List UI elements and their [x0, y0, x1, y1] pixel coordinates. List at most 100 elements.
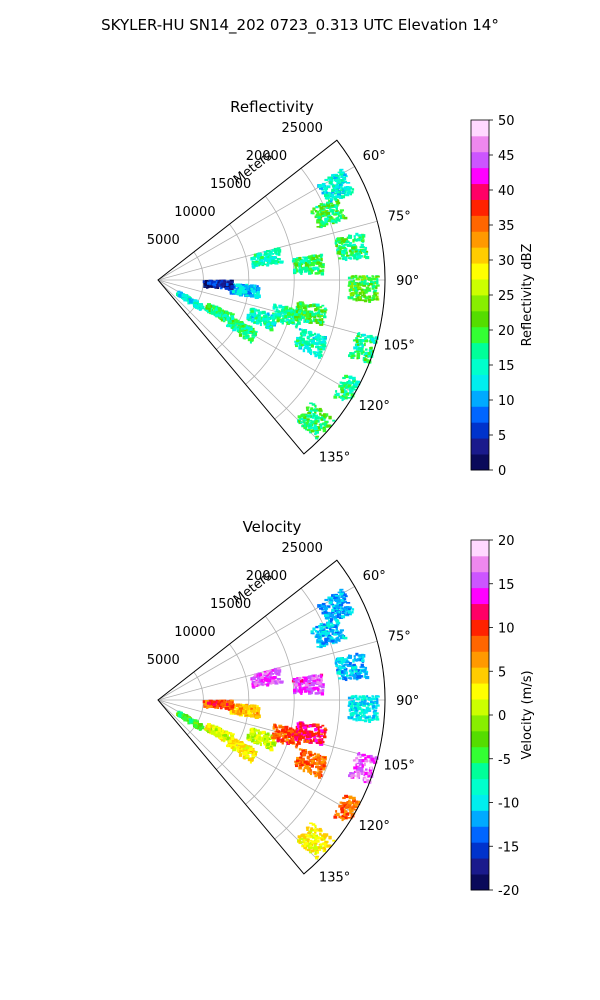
echo-gate [309, 304, 313, 306]
echo-gate [354, 808, 357, 811]
echo-gate [253, 314, 256, 318]
echo-gate [255, 315, 259, 319]
echo-gate [314, 692, 319, 695]
echo-gate [239, 287, 244, 290]
echo-gate [313, 408, 316, 412]
echo-gate [261, 681, 266, 685]
echo-gate [292, 258, 297, 261]
echo-gate [297, 321, 301, 325]
colorbar-segment [471, 231, 489, 248]
colorbar-segment [471, 683, 489, 700]
echo-gate [323, 732, 326, 736]
echo-gate [309, 319, 313, 322]
echo-gate [239, 745, 243, 748]
echo-gate [212, 306, 216, 310]
echo-gate [247, 331, 250, 335]
echo-gate [282, 735, 286, 739]
echo-gate [314, 404, 317, 407]
echo-gate [297, 728, 300, 731]
echo-gate [333, 612, 338, 615]
echo-gate [355, 239, 358, 242]
echo-gate [295, 316, 300, 318]
echo-gate [237, 746, 240, 750]
echo-gate [316, 639, 321, 643]
echo-gate [298, 763, 302, 767]
echo-gate [336, 669, 339, 672]
echo-gate [339, 670, 344, 674]
echo-gate [312, 420, 317, 424]
echo-gate [343, 802, 348, 805]
echo-gate [357, 234, 362, 237]
echo-gate [322, 428, 327, 433]
echo-gate [361, 249, 364, 252]
echo-gate [370, 718, 374, 722]
echo-gate [345, 813, 350, 816]
echo-gate [323, 309, 328, 311]
grid-arc [186, 251, 204, 316]
echo-gate [286, 739, 290, 741]
echo-gate [351, 773, 355, 776]
echo-gate [239, 325, 243, 328]
echo-gate [315, 675, 318, 679]
echo-gate [308, 692, 312, 695]
colorbar-segment [471, 730, 489, 748]
echo-gate [302, 726, 307, 730]
echo-gate [321, 191, 324, 195]
echo-gate [223, 704, 227, 707]
echo-gate [309, 851, 313, 854]
echo-gate [346, 254, 350, 257]
echo-gate [303, 419, 306, 423]
echo-gate [338, 248, 342, 251]
colorbar-segment [471, 651, 489, 668]
echo-gate [309, 737, 312, 741]
echo-gate [329, 198, 334, 201]
echo-gate [245, 707, 250, 711]
echo-gate [364, 756, 367, 760]
echo-gate [217, 286, 220, 290]
echo-gate [343, 187, 347, 191]
echo-gate [353, 695, 358, 699]
echo-gate [320, 219, 323, 224]
echo-gate [317, 210, 320, 214]
echo-gate [252, 327, 255, 330]
echo-gate [349, 352, 352, 355]
echo-gate [308, 339, 313, 341]
echo-gate [375, 712, 379, 715]
echo-gate [304, 304, 308, 308]
echo-gate [342, 659, 347, 662]
angle-tick-label: 105° [384, 339, 415, 354]
echo-gate [334, 661, 338, 665]
echo-gate [337, 250, 341, 255]
echo-gate [350, 700, 355, 704]
echo-gate [303, 415, 307, 419]
colorbar-segment [471, 858, 489, 875]
echo-gate [310, 631, 314, 635]
echo-gate [256, 712, 260, 716]
echo-gate [364, 759, 369, 763]
echo-gate [355, 298, 358, 302]
echo-gate [361, 294, 365, 297]
echo-gate [299, 683, 304, 686]
echo-gate [312, 771, 316, 774]
echo-gate [323, 730, 327, 734]
colorbar-segment [471, 183, 489, 200]
echo-gate [240, 749, 245, 753]
echo-gate [264, 683, 267, 686]
echo-gate [336, 191, 339, 194]
echo-gate [349, 677, 353, 680]
echo-gate [351, 282, 355, 286]
echo-gate [299, 756, 303, 759]
echo-gate [276, 737, 280, 740]
echo-gate [376, 278, 379, 282]
echo-gate [319, 645, 323, 649]
echo-gate [266, 322, 270, 326]
echo-gate [269, 670, 273, 674]
colorbar-segment [471, 358, 489, 375]
echo-gate [357, 282, 361, 285]
echo-gate [339, 672, 343, 676]
echo-gate [209, 730, 213, 733]
echo-gate [298, 688, 303, 691]
echo-gate [364, 252, 368, 256]
echo-gate [300, 259, 304, 263]
echo-gate [303, 835, 307, 839]
